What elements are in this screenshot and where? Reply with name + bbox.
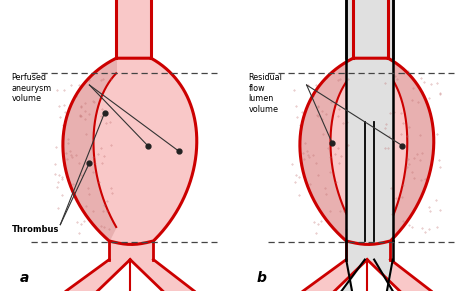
Polygon shape: [63, 58, 197, 244]
Text: b: b: [256, 271, 266, 285]
Text: Perfused
aneurysm
volume: Perfused aneurysm volume: [11, 73, 52, 103]
Polygon shape: [300, 58, 353, 241]
Polygon shape: [300, 58, 434, 244]
FancyBboxPatch shape: [346, 0, 393, 241]
Text: Residual
flow
lumen
volume: Residual flow lumen volume: [248, 73, 283, 113]
Polygon shape: [63, 58, 116, 241]
Text: a: a: [19, 271, 29, 285]
Text: Thrombus: Thrombus: [11, 225, 59, 234]
Polygon shape: [388, 58, 434, 241]
